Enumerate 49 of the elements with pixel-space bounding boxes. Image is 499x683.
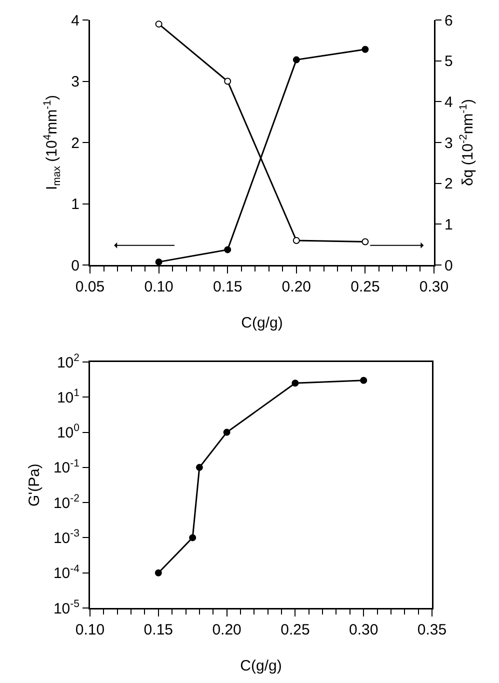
point: [362, 238, 369, 246]
y-tick-label: 10$^{2}$: [56, 352, 80, 372]
y-tick-label: 10$^{-4}$: [53, 562, 80, 582]
y2-tick-label: 2: [444, 176, 453, 193]
x-tick-label: 0.05: [75, 278, 105, 296]
x-tick-label: 0.25: [350, 278, 380, 296]
x-tick-label: 0.15: [213, 278, 242, 296]
point: [360, 376, 368, 384]
y-tick-label: 10$^{-2}$: [53, 492, 80, 512]
point: [189, 534, 196, 542]
y2-tick-label: 6: [444, 12, 453, 30]
x-tick-label: 0.20: [282, 278, 311, 296]
x-axis-title: C(g/g): [240, 657, 282, 674]
y-tick-label: 10$^{-3}$: [53, 528, 80, 547]
x-axis-title: C(g/g): [241, 314, 283, 332]
y2-tick-label: 4: [444, 94, 453, 111]
y-tick-label: 1: [71, 196, 80, 213]
y2-tick-label: 3: [444, 134, 453, 152]
y-tick-label: 4: [71, 12, 80, 30]
y-tick-label: 0: [71, 257, 80, 274]
point: [196, 464, 203, 471]
x-tick-label: 0.30: [349, 622, 378, 638]
y-tick-label: 10$^{-1}$: [53, 457, 80, 477]
y-tick-label: 10$^{-5}$: [53, 598, 80, 618]
point: [224, 246, 232, 254]
point: [155, 258, 162, 266]
x-tick-label: 0.30: [419, 278, 449, 296]
point: [224, 78, 232, 85]
x-tick-label: 0.15: [144, 622, 173, 638]
x-tick-label: 0.25: [280, 622, 310, 638]
y2-tick-label: 0: [444, 257, 453, 274]
point: [292, 237, 300, 244]
y-tick-label: 10$^{0}$: [56, 422, 80, 442]
x-tick-label: 0.35: [417, 622, 447, 638]
x-tick-label: 0.20: [212, 622, 242, 638]
point: [362, 46, 369, 53]
y-tick-label: 3: [71, 74, 80, 90]
y-tick-label: 10$^{1}$: [56, 387, 80, 406]
y2-tick-label: 1: [444, 216, 453, 234]
x-tick-label: 0.10: [75, 622, 105, 638]
y-axis-title: G'(Pa): [26, 464, 43, 506]
point: [154, 569, 162, 576]
y2-tick-label: 5: [444, 53, 453, 70]
point: [292, 56, 300, 64]
point: [223, 428, 230, 436]
y-tick-label: 2: [71, 134, 80, 152]
x-tick-label: 0.10: [144, 278, 174, 296]
point: [155, 20, 162, 28]
point: [292, 380, 299, 387]
